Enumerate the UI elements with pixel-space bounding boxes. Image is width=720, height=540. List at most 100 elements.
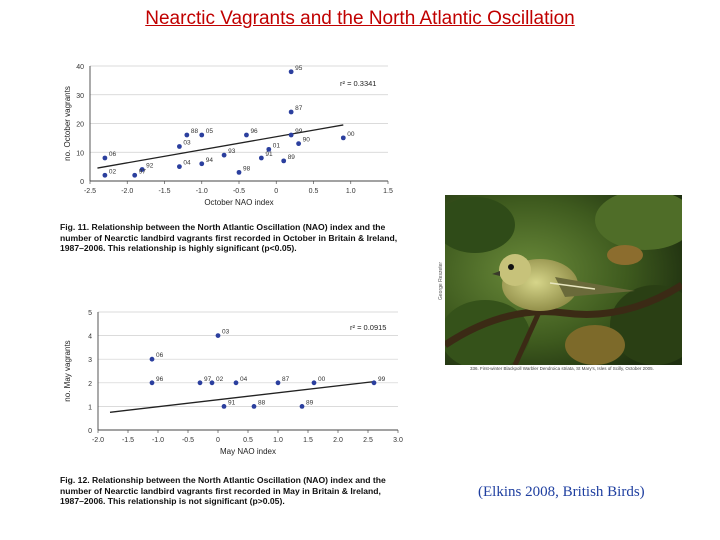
x-tick-label: 2.0 bbox=[333, 437, 343, 444]
x-tick-label: -0.5 bbox=[182, 437, 194, 444]
data-point bbox=[251, 404, 257, 409]
may-scatter-chart: 0 1 2 3 4 5 -2.0 -1.5 -1.0 -0.5 0 0.5 1.0 1.5 2.0 2.5 3.… bbox=[63, 310, 403, 456]
data-point-label: 89 bbox=[306, 399, 314, 406]
x-tick-label: 0 bbox=[274, 188, 278, 195]
data-point bbox=[299, 404, 305, 409]
data-point-label: 05 bbox=[206, 128, 214, 135]
data-point bbox=[199, 132, 205, 138]
data-point bbox=[102, 172, 108, 178]
trend-line bbox=[97, 124, 344, 169]
data-point-label: 91 bbox=[265, 151, 273, 158]
data-point bbox=[244, 132, 249, 138]
y-tick-label: 1 bbox=[88, 404, 92, 411]
y-tick-label: 10 bbox=[76, 150, 84, 157]
data-point bbox=[177, 144, 182, 149]
data-point bbox=[221, 404, 227, 409]
data-point bbox=[197, 380, 203, 386]
y-tick-label: 0 bbox=[88, 428, 92, 435]
data-point bbox=[215, 333, 221, 338]
x-tick-label: -1.5 bbox=[158, 188, 170, 195]
x-tick-label: 1.5 bbox=[303, 437, 313, 444]
data-point-label: 93 bbox=[228, 148, 236, 155]
y-tick-label: 20 bbox=[76, 122, 84, 129]
y-tick-label: 0 bbox=[80, 179, 84, 186]
y-tick-label: 4 bbox=[88, 334, 92, 341]
warbler-photo bbox=[445, 195, 682, 365]
y-axis-label: no. October vagrants bbox=[63, 86, 72, 161]
figure-11-caption-text: Relationship between the North Atlantic … bbox=[60, 222, 398, 253]
data-point-label: 03 bbox=[222, 329, 230, 336]
photo-credit: George Reszeter bbox=[438, 261, 444, 300]
r-squared-label: r² = 0.0915 bbox=[350, 323, 386, 332]
figure-12-caption: Fig. 12. Relationship between the North … bbox=[60, 475, 402, 507]
x-tick-label: -0.5 bbox=[233, 188, 245, 195]
data-point bbox=[236, 169, 242, 175]
data-point-label: 06 bbox=[109, 151, 117, 158]
x-tick-label: 0.5 bbox=[243, 437, 253, 444]
data-point-label: 00 bbox=[347, 131, 355, 138]
x-axis-label: May NAO index bbox=[220, 447, 276, 456]
x-axis-label: October NAO index bbox=[204, 198, 273, 207]
data-point bbox=[132, 172, 138, 178]
data-point-label: 91 bbox=[228, 399, 236, 406]
x-tick-label: -2.0 bbox=[92, 437, 104, 444]
data-point-label: 92 bbox=[146, 163, 154, 170]
data-point bbox=[275, 380, 281, 386]
data-point-label: 88 bbox=[258, 399, 266, 406]
data-point-label: 90 bbox=[303, 137, 311, 144]
x-tick-label: 3.0 bbox=[393, 437, 403, 444]
x-tick-label: 0 bbox=[216, 437, 220, 444]
data-point-label: 98 bbox=[243, 165, 251, 172]
data-point-label: 87 bbox=[295, 105, 303, 112]
data-point-label: 04 bbox=[240, 376, 248, 383]
data-point-label: 99 bbox=[295, 128, 303, 135]
warbler-image bbox=[445, 195, 682, 365]
x-tick-label: -2.5 bbox=[84, 188, 96, 195]
figure-11-caption: Fig. 11. Relationship between the North … bbox=[60, 222, 398, 254]
x-tick-label: -1.0 bbox=[152, 437, 164, 444]
x-tick-label: -2.0 bbox=[121, 188, 133, 195]
data-point bbox=[281, 158, 287, 164]
data-point bbox=[102, 155, 108, 161]
data-point bbox=[149, 380, 155, 386]
trend-line bbox=[109, 380, 375, 413]
data-point-label: 97 bbox=[204, 376, 212, 383]
data-point-label: 01 bbox=[273, 142, 281, 149]
slide-title: Nearctic Vagrants and the North Atlantic… bbox=[145, 8, 575, 29]
data-point bbox=[340, 135, 346, 141]
data-point-label: 04 bbox=[183, 160, 191, 167]
x-tick-label: 1.0 bbox=[273, 437, 283, 444]
r-squared-label: r² = 0.3341 bbox=[340, 79, 376, 88]
figure-11: 0 10 20 30 40 -2.5 -2.0 -1.5 -1.0 -0.5 0 0.5 1.0 1.5 O… bbox=[58, 56, 398, 261]
data-point bbox=[139, 167, 145, 172]
data-point-label: 03 bbox=[183, 140, 191, 147]
data-point bbox=[199, 161, 205, 167]
data-point bbox=[266, 146, 272, 152]
citation: (Elkins 2008, British Birds) bbox=[478, 484, 645, 500]
data-point bbox=[258, 155, 264, 161]
x-tick-label: 1.5 bbox=[383, 188, 393, 195]
data-point bbox=[288, 132, 294, 138]
y-axis-label: no. May vagrants bbox=[63, 340, 72, 401]
data-point-label: 00 bbox=[318, 376, 326, 383]
data-point-label: 89 bbox=[288, 154, 296, 161]
data-point-label: 99 bbox=[378, 376, 386, 383]
data-point-label: 97 bbox=[139, 168, 147, 175]
photo-caption: 336. First-winter Blackpoll Warbler Dend… bbox=[470, 366, 654, 371]
data-point bbox=[149, 356, 155, 362]
data-point-label: 02 bbox=[109, 168, 117, 175]
data-point bbox=[296, 141, 301, 147]
data-point bbox=[288, 69, 294, 75]
data-point bbox=[288, 109, 294, 115]
x-tick-label: 0.5 bbox=[309, 188, 319, 195]
figure-12: 0 1 2 3 4 5 -2.0 -1.5 -1.0 -0.5 0 0.5 1.0 1.5 2.0 2.5 3.… bbox=[58, 302, 403, 512]
data-point bbox=[233, 380, 239, 386]
x-tick-label: -1.5 bbox=[122, 437, 134, 444]
data-point bbox=[311, 380, 317, 386]
y-tick-label: 30 bbox=[76, 93, 84, 100]
figure-12-caption-text: Relationship between the North Atlantic … bbox=[60, 475, 386, 506]
x-tick-label: -1.0 bbox=[196, 188, 208, 195]
figure-12-label: Fig. 12. bbox=[60, 475, 90, 485]
data-point-label: 02 bbox=[216, 376, 224, 383]
